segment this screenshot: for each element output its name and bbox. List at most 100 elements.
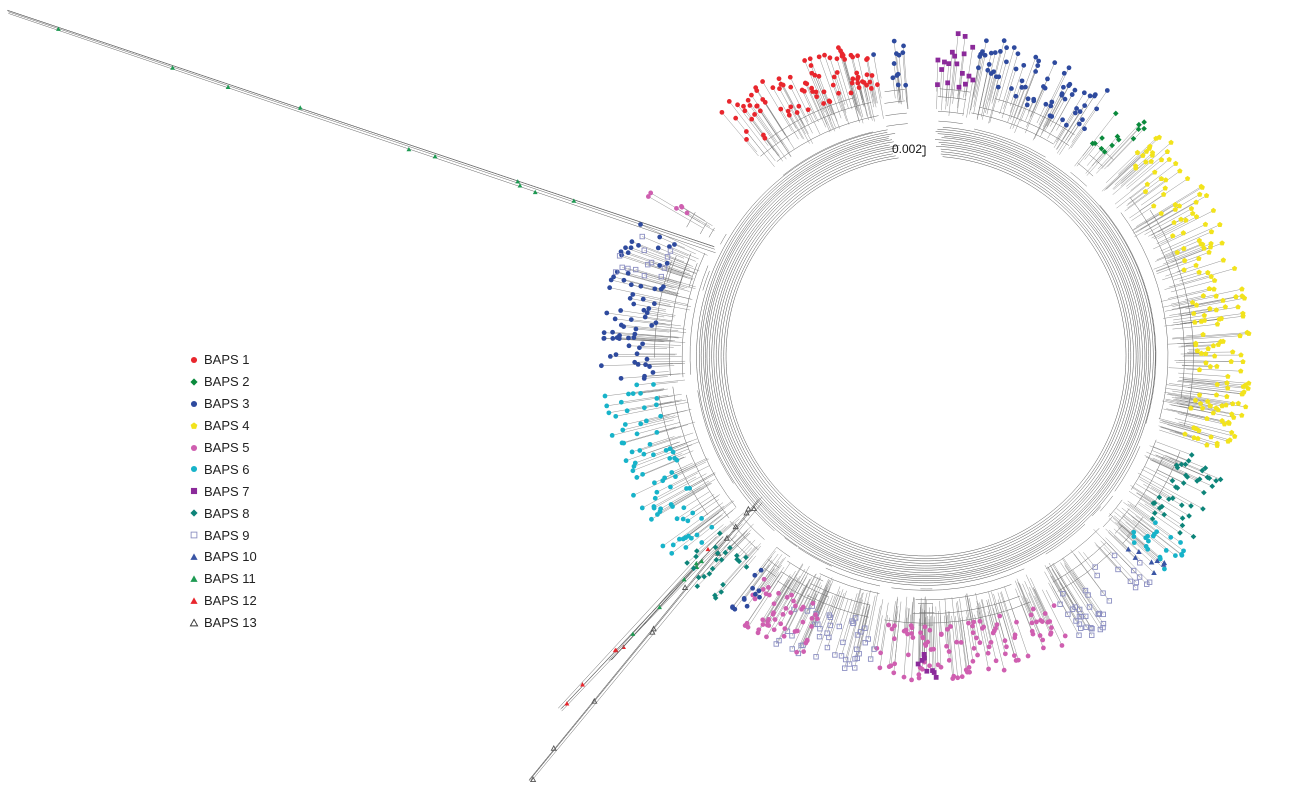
- branch: [1047, 94, 1073, 139]
- branch: [656, 465, 710, 493]
- tip-marker: [788, 104, 794, 110]
- branch: [836, 58, 853, 110]
- tip-marker: [783, 605, 789, 611]
- tip-marker: [997, 613, 1003, 619]
- branch: [1057, 125, 1067, 140]
- branch: [1185, 390, 1217, 396]
- outgroup-branch: [610, 560, 702, 661]
- tip-marker: [1096, 610, 1103, 617]
- tip-marker: [1099, 135, 1105, 141]
- tip-marker: [1193, 426, 1199, 432]
- tip-marker: [1232, 433, 1238, 439]
- tip-marker: [1240, 359, 1246, 364]
- branch: [939, 69, 942, 98]
- tip-marker: [668, 484, 673, 490]
- branch: [1098, 546, 1131, 582]
- branch: [976, 606, 981, 622]
- tip-marker: [1153, 520, 1158, 526]
- tip-marker: [650, 370, 656, 375]
- branch: [1160, 459, 1178, 468]
- outgroup-branch: [530, 502, 763, 782]
- branch: [621, 324, 679, 331]
- branch: [606, 394, 682, 407]
- tip-marker: [901, 674, 907, 680]
- tip-marker: [986, 644, 992, 650]
- subtree-arc: [689, 265, 709, 375]
- branch: [732, 550, 776, 607]
- tip-marker: [1100, 624, 1106, 631]
- branch: [1126, 151, 1168, 187]
- tip-marker: [966, 665, 972, 670]
- legend-label: BAPS 4: [204, 418, 250, 434]
- branch: [1156, 469, 1204, 493]
- tip-marker: [1183, 472, 1189, 479]
- subtree-arc: [886, 123, 908, 127]
- tip-marker: [877, 665, 883, 671]
- tip-marker: [813, 654, 819, 660]
- branch: [1001, 88, 1012, 119]
- tip-marker: [1092, 564, 1098, 570]
- branch: [1151, 220, 1186, 239]
- branch: [1010, 87, 1022, 120]
- branch: [1173, 272, 1200, 281]
- tip-marker: [1131, 534, 1137, 539]
- branch: [1159, 429, 1207, 446]
- tip-marker: [639, 233, 645, 240]
- branch: [939, 600, 942, 635]
- branch: [615, 318, 671, 326]
- backbone-ring: [725, 156, 1127, 557]
- tip-marker: [1241, 295, 1248, 301]
- tip-marker: [752, 112, 757, 117]
- tip-marker: [1188, 452, 1195, 458]
- tip-marker: [1188, 405, 1194, 411]
- branch: [1135, 515, 1157, 532]
- outgroup-branch: [558, 536, 717, 709]
- tip-marker: [657, 234, 663, 240]
- branch: [1048, 562, 1082, 617]
- tip-marker: [977, 618, 983, 624]
- branch: [655, 476, 697, 499]
- tip-marker: [970, 44, 976, 50]
- tip-marker: [1222, 304, 1228, 310]
- branch: [1034, 596, 1052, 633]
- branch: [955, 616, 963, 677]
- tip-marker: [901, 43, 906, 49]
- tip-marker: [744, 137, 749, 142]
- branch: [920, 603, 922, 668]
- tip-marker: [613, 352, 619, 357]
- outgroup-tip: [743, 509, 750, 516]
- tip-marker: [1192, 397, 1199, 403]
- branch: [1160, 426, 1186, 435]
- tip-marker: [785, 108, 791, 114]
- branch: [601, 363, 683, 366]
- tip-marker: [902, 628, 908, 634]
- branch: [644, 250, 700, 272]
- tip-marker: [636, 242, 641, 248]
- tip-marker: [830, 82, 836, 88]
- tip-marker: [1182, 257, 1188, 263]
- tip-marker: [1207, 244, 1214, 250]
- branch: [1017, 71, 1036, 119]
- branch: [833, 85, 843, 111]
- tip-marker: [1168, 534, 1174, 540]
- tip-marker: [1094, 572, 1100, 579]
- branch: [932, 606, 935, 673]
- tip-marker: [891, 61, 897, 66]
- tip-marker: [1042, 85, 1048, 91]
- branch: [670, 487, 701, 505]
- branch: [1136, 492, 1154, 504]
- tip-marker: [1188, 205, 1195, 211]
- branch: [1171, 409, 1229, 423]
- tip-marker: [1034, 619, 1039, 625]
- tip-marker: [1196, 367, 1203, 373]
- tip-marker: [920, 634, 925, 640]
- branch: [1170, 280, 1215, 293]
- tip-marker: [1012, 632, 1018, 638]
- tip-marker: [959, 70, 965, 76]
- legend-label: BAPS 5: [204, 440, 250, 455]
- branch: [1168, 288, 1210, 299]
- tip-marker: [1076, 121, 1082, 127]
- tip-marker: [632, 359, 638, 365]
- outgroup-tip: [517, 183, 523, 188]
- tip-marker: [1182, 461, 1189, 468]
